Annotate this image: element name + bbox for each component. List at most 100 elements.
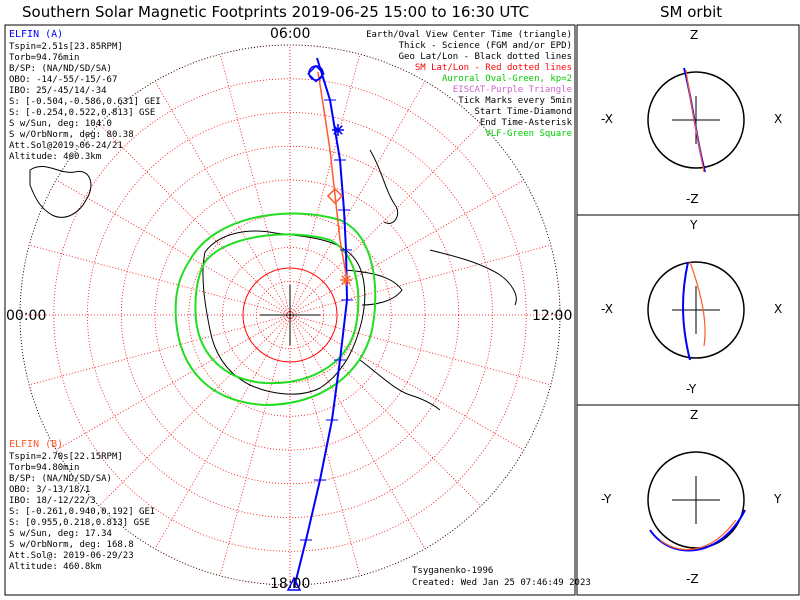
- orbit-track-b: [689, 261, 706, 347]
- sm-latitude-circle: [53, 78, 527, 552]
- legend-entry: End Time-Asterisk: [479, 118, 572, 128]
- probe_a-info-line: IBO: 25/-45/14/-34: [9, 86, 107, 96]
- sm-longitude-line: [219, 314, 291, 576]
- asterisk-stroke: [333, 125, 343, 135]
- legend-entry: SM Lat/Lon - Red dotted lines: [414, 63, 572, 73]
- sm-longitude-line: [154, 80, 291, 316]
- earth-circle: [647, 451, 745, 549]
- plot-frame: [4, 24, 576, 596]
- legend-entry: VLF-Green Square: [485, 129, 572, 139]
- sm-latitude-circle: [87, 112, 493, 518]
- probe_b-info-line: S w/Sun, deg: 17.34: [9, 529, 112, 539]
- orbit-axis-label-top: Y: [690, 218, 698, 232]
- legend-entry: Earth/Oval View Center Time (triangle): [366, 30, 572, 40]
- sm-longitude-line: [289, 179, 525, 316]
- probe_b-info-line: Torb=94.80min: [9, 463, 80, 473]
- sm-longitude-line: [55, 314, 291, 451]
- earth-circle: [647, 71, 745, 169]
- legend-entry: Start Time-Diamond: [474, 107, 572, 117]
- sm-longitude-line: [154, 314, 291, 550]
- sm-longitude-line: [289, 314, 361, 576]
- probe_b-info-line: S: [0.955,0.218,0.813] GSE: [9, 518, 150, 528]
- sm-longitude-line: [219, 54, 291, 316]
- created-timestamp: Created: Wed Jan 25 07:46:49 2023: [412, 578, 591, 588]
- probe_a-info-line: S: [-0.504,-0.586,0.631] GEI: [9, 97, 161, 107]
- sm-longitude-line: [29, 244, 291, 316]
- orbit-axis-label-right: Y: [774, 492, 782, 506]
- orbit-axis-label-bottom: -Z: [686, 192, 699, 206]
- mlt-label-left: 00:00: [6, 308, 47, 324]
- orbit-axis-label-right: X: [774, 302, 783, 316]
- sm-longitude-line: [289, 314, 426, 550]
- asterisk-stroke: [341, 275, 351, 285]
- sm-longitude-line: [98, 123, 291, 316]
- mlt-label-right: 12:00: [532, 308, 573, 324]
- probe_b-info-line: S: [-0.261,0.940,0.192] GEI: [9, 507, 156, 517]
- mlt-label-top: 06:00: [270, 26, 311, 42]
- probe_a-info-line: B/SP: (NA/ND/SD/SA): [9, 64, 112, 74]
- view-center-triangle: [286, 576, 302, 591]
- legend-entry: Thick - Science (FGM and/or EPD): [398, 41, 572, 51]
- footprint-tracks: [286, 57, 353, 591]
- probe_a-info-line: S: [-0.254,0.522,0.813] GSE: [9, 108, 156, 118]
- probe_a-info-line: Altitude: 460.3km: [9, 152, 102, 162]
- probe-b-name: ELFIN (B): [9, 439, 64, 450]
- probe_a-info-line: S w/OrbNorm, deg: 80.38: [9, 130, 134, 140]
- orbit-track-b: [659, 519, 737, 551]
- probe-b-end-asterisk: [340, 274, 352, 286]
- orbit-axis-label-bottom: -Z: [686, 572, 699, 586]
- probe_a-info-line: OBO: -14/-55/-15/-67: [9, 75, 118, 85]
- earth-circle: [647, 261, 745, 359]
- model-credit: Tsyganenko-1996: [412, 566, 494, 576]
- orbit-track-b: [685, 69, 705, 173]
- orbit-axis-label-top: Z: [690, 408, 699, 422]
- probe-b-start-diamond: [326, 187, 344, 205]
- sm-longitude-line: [289, 123, 482, 316]
- probe_b-info-line: S w/OrbNorm, deg: 168.8: [9, 540, 134, 550]
- probe-a-name: ELFIN (A): [9, 29, 64, 40]
- orbit-axis-label-top: Z: [690, 28, 699, 42]
- sm-latitude-circle: [188, 213, 392, 417]
- probe_a-info-line: S w/Sun, deg: 104.0: [9, 119, 112, 129]
- sm-longitude-line: [289, 314, 551, 386]
- probe_b-info-line: Att.Sol@: 2019-06-29/23: [9, 551, 134, 561]
- auroral-oval-outer: [174, 212, 377, 407]
- sm-longitude-line: [98, 314, 291, 507]
- probe_b-info-line: B/SP: (NA/ND/SD/SA): [9, 474, 112, 484]
- legend-entry: EISCAT-Purple Triangle: [452, 85, 572, 95]
- page-title: Southern Solar Magnetic Footprints 2019-…: [22, 3, 530, 21]
- probe_a-info-line: Torb=94.76min: [9, 53, 80, 63]
- auroral-oval-inner: [194, 233, 360, 385]
- mlt-label-bottom: 18:00: [270, 576, 311, 592]
- orbit-panels: [647, 67, 746, 552]
- grid-layer: [19, 44, 561, 586]
- legend-entry: Auroral Oval-Green, kp=2: [441, 74, 572, 84]
- probe_a-info-line: Att.Sol@2019-06-24/21: [9, 141, 123, 151]
- probe-a-start-diamond: [307, 64, 325, 83]
- sm-longitude-line: [289, 314, 525, 451]
- sm-longitude-line: [289, 54, 361, 316]
- probe-a-start-marker: [308, 65, 324, 81]
- legend-entry: Tick Marks every 5min: [458, 96, 572, 106]
- orbit-panel-yz-frame: [576, 404, 800, 596]
- sm-longitude-line: [289, 314, 482, 507]
- sm-longitude-line: [29, 314, 291, 386]
- inner-sm-circle: [242, 267, 338, 363]
- orbit-track-a: [682, 261, 691, 361]
- orbit-axis-label-left: -X: [601, 112, 613, 126]
- continent-outline: [29, 149, 517, 411]
- probe-a-end-asterisk: [332, 124, 344, 136]
- probe_b-info-line: Tspin=2.70s[22.15RPM]: [9, 452, 123, 462]
- sm-longitude-line: [289, 80, 426, 316]
- orbit-axis-label-bottom: -Y: [686, 382, 697, 396]
- probe_b-info-line: IBO: 18/-12/22/3: [9, 496, 96, 506]
- orbit-axis-label-left: -X: [601, 302, 613, 316]
- orbit-title: SM orbit: [660, 3, 723, 21]
- sm-longitude-line: [289, 244, 551, 316]
- probe-a-track: [293, 57, 349, 589]
- orbit-axis-label-left: -Y: [601, 492, 612, 506]
- orbit-track-a: [649, 509, 746, 552]
- orbit-axis-label-right: X: [774, 112, 783, 126]
- probe_a-info-line: Tspin=2.51s[23.85RPM]: [9, 42, 123, 52]
